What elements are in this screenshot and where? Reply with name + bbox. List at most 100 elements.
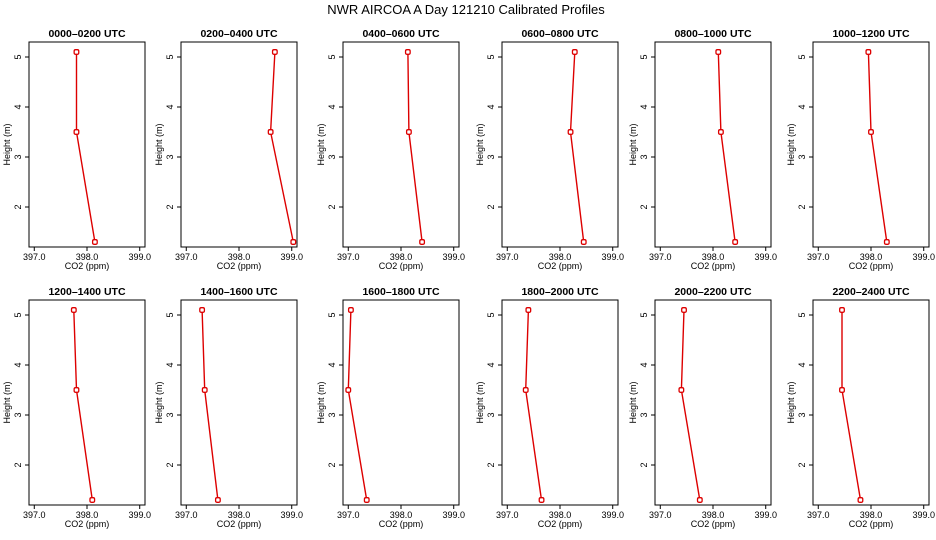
x-tick-label: 398.0 (390, 510, 413, 520)
y-tick-label: 2 (797, 204, 807, 209)
x-tick-label: 398.0 (76, 510, 99, 520)
panel-5: 0800–1000 UTC 397.0 398.0 399.0 2 3 4 5 CO2 (ppm… (628, 28, 777, 271)
y-tick-label: 4 (639, 362, 649, 367)
y-axis-label: Height (m) (2, 123, 12, 165)
data-point (89, 497, 96, 503)
y-tick-label: 3 (639, 154, 649, 159)
y-tick-label: 2 (639, 204, 649, 209)
x-tick-label: 399.0 (280, 510, 303, 520)
x-axis-label: CO2 (ppm) (379, 261, 424, 271)
data-point (678, 387, 685, 393)
data-point (91, 239, 98, 245)
panel-8: 1400–1600 UTC 397.0 398.0 399.0 2 3 4 5 CO2 (ppm… (154, 286, 303, 529)
data-point (214, 497, 221, 503)
y-tick-label: 2 (327, 462, 337, 467)
y-tick-label: 2 (165, 204, 175, 209)
y-tick-label: 4 (797, 104, 807, 109)
x-tick-label: 399.0 (601, 252, 624, 262)
panel-9: 1600–1800 UTC 397.0 398.0 399.0 2 3 4 5 CO2 (ppm… (316, 286, 465, 529)
x-tick-label: 399.0 (912, 510, 935, 520)
y-tick-label: 5 (486, 54, 496, 59)
panel-2: 0200–0400 UTC 397.0 398.0 399.0 2 3 4 5 CO2 (ppm… (154, 28, 303, 271)
y-tick-label: 2 (797, 462, 807, 467)
y-tick-label: 2 (13, 462, 23, 467)
x-tick-label: 397.0 (807, 510, 830, 520)
y-tick-label: 2 (327, 204, 337, 209)
x-tick-label: 399.0 (754, 510, 777, 520)
y-axis-label: Height (m) (628, 123, 638, 165)
panel-title: 0200–0400 UTC (200, 28, 277, 40)
panel-7: 1200–1400 UTC 397.0 398.0 399.0 2 3 4 5 CO2 (ppm… (2, 286, 151, 529)
data-point (199, 307, 206, 313)
data-point (345, 387, 352, 393)
x-axis-label: CO2 (ppm) (538, 519, 583, 529)
y-tick-label: 4 (797, 362, 807, 367)
data-point (201, 387, 208, 393)
data-point (865, 49, 872, 55)
data-point (405, 129, 412, 135)
data-point (580, 239, 587, 245)
y-tick-label: 5 (327, 312, 337, 317)
x-tick-label: 397.0 (649, 510, 672, 520)
x-tick-label: 397.0 (175, 510, 198, 520)
y-axis-label: Height (m) (628, 381, 638, 423)
y-axis-label: Height (m) (475, 123, 485, 165)
data-point (715, 49, 722, 55)
y-tick-label: 5 (165, 54, 175, 59)
y-tick-label: 4 (639, 104, 649, 109)
x-tick-label: 397.0 (496, 252, 519, 262)
data-point (70, 307, 77, 313)
panel-12: 2200–2400 UTC 397.0 398.0 399.0 2 3 4 5 CO2 (ppm… (786, 286, 935, 529)
panel-title: 0000–0200 UTC (48, 28, 125, 40)
x-axis-label: CO2 (ppm) (849, 261, 894, 271)
y-axis-label: Height (m) (316, 381, 326, 423)
x-axis-label: CO2 (ppm) (691, 261, 736, 271)
y-tick-label: 2 (486, 204, 496, 209)
y-tick-label: 2 (165, 462, 175, 467)
data-point (717, 129, 724, 135)
y-tick-label: 3 (13, 154, 23, 159)
x-axis-label: CO2 (ppm) (65, 261, 110, 271)
x-tick-label: 399.0 (601, 510, 624, 520)
panel-title: 2000–2200 UTC (674, 286, 751, 298)
x-tick-label: 399.0 (754, 252, 777, 262)
panel-4: 0600–0800 UTC 397.0 398.0 399.0 2 3 4 5 CO2 (ppm… (475, 28, 624, 271)
y-tick-label: 5 (13, 312, 23, 317)
x-axis-label: CO2 (ppm) (217, 261, 262, 271)
x-tick-label: 398.0 (702, 510, 725, 520)
x-axis-label: CO2 (ppm) (538, 261, 583, 271)
panel-title: 0400–0600 UTC (362, 28, 439, 40)
data-point (857, 497, 864, 503)
x-tick-label: 398.0 (549, 252, 572, 262)
y-axis-label: Height (m) (316, 123, 326, 165)
panel-title: 1600–1800 UTC (362, 286, 439, 298)
x-tick-label: 398.0 (702, 252, 725, 262)
data-point (696, 497, 703, 503)
data-point (271, 49, 278, 55)
y-tick-label: 5 (639, 312, 649, 317)
x-tick-label: 397.0 (496, 510, 519, 520)
y-tick-label: 3 (165, 154, 175, 159)
x-tick-label: 398.0 (860, 252, 883, 262)
y-tick-label: 2 (486, 462, 496, 467)
data-point (732, 239, 739, 245)
y-axis-label: Height (m) (786, 123, 796, 165)
y-tick-label: 3 (486, 154, 496, 159)
data-point (538, 497, 545, 503)
y-tick-label: 4 (327, 362, 337, 367)
data-point (347, 307, 354, 313)
x-tick-label: 397.0 (175, 252, 198, 262)
y-tick-label: 3 (797, 154, 807, 159)
x-tick-label: 398.0 (860, 510, 883, 520)
data-point (73, 387, 80, 393)
y-tick-label: 5 (327, 54, 337, 59)
x-tick-label: 398.0 (390, 252, 413, 262)
y-tick-label: 5 (165, 312, 175, 317)
x-tick-label: 398.0 (228, 252, 251, 262)
y-axis-label: Height (m) (154, 123, 164, 165)
data-point (839, 307, 845, 313)
y-tick-label: 4 (13, 362, 23, 367)
y-tick-label: 5 (486, 312, 496, 317)
data-point (883, 239, 890, 245)
